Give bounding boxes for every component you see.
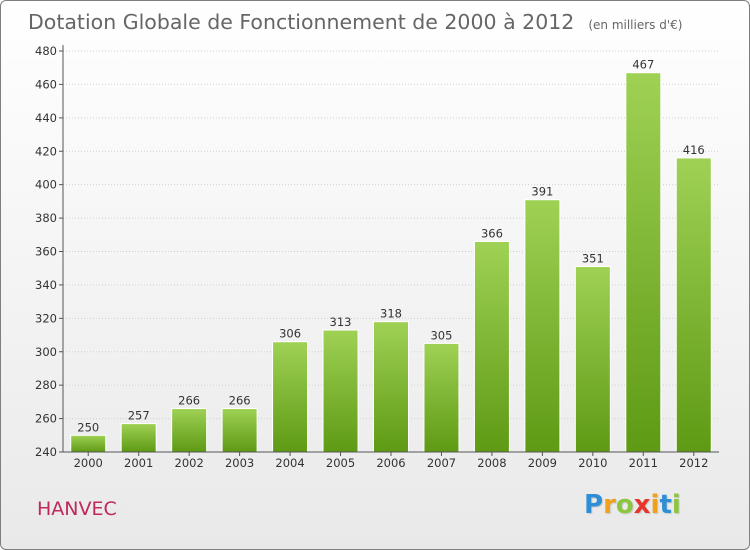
x-tick-label-2008: 2008 bbox=[477, 456, 506, 470]
commune-name: HANVEC bbox=[37, 498, 117, 520]
y-tick-label: 280 bbox=[35, 378, 57, 392]
logo-letter: P bbox=[584, 490, 604, 520]
logo-letter: i bbox=[671, 490, 681, 520]
bar-2007[interactable] bbox=[423, 342, 460, 453]
bar-2012[interactable] bbox=[675, 157, 712, 453]
bar-2003[interactable] bbox=[221, 408, 258, 453]
bar-2006[interactable] bbox=[373, 321, 409, 453]
y-tick-label: 240 bbox=[35, 445, 57, 459]
x-tick-label-2006: 2006 bbox=[376, 456, 405, 470]
data-label-2004: 306 bbox=[279, 327, 301, 341]
x-tick-label-2002: 2002 bbox=[175, 456, 204, 470]
y-tick-label: 400 bbox=[35, 178, 57, 192]
data-label-2000: 250 bbox=[77, 420, 99, 434]
bar-2005[interactable] bbox=[322, 329, 359, 453]
bar-2002[interactable] bbox=[171, 408, 208, 453]
logo-letter: t bbox=[659, 490, 672, 520]
chart-subtitle: (en milliers d'€) bbox=[588, 18, 683, 32]
bar-2008[interactable] bbox=[473, 240, 510, 453]
x-tick-label-2000: 2000 bbox=[74, 456, 103, 470]
bar-2010[interactable] bbox=[574, 266, 611, 453]
x-tick-label-2007: 2007 bbox=[427, 456, 456, 470]
bar-2000[interactable] bbox=[70, 434, 107, 453]
data-label-2001: 257 bbox=[128, 409, 150, 423]
bar-2001[interactable] bbox=[120, 423, 157, 453]
x-tick-label-2005: 2005 bbox=[326, 456, 355, 470]
bar-2011[interactable] bbox=[625, 72, 662, 453]
data-label-2008: 366 bbox=[481, 226, 503, 240]
x-tick-label-2012: 2012 bbox=[679, 456, 708, 470]
x-tick-label-2001: 2001 bbox=[124, 456, 153, 470]
proxiti-logo[interactable]: Proxiti bbox=[584, 490, 681, 520]
logo-letter: o bbox=[615, 490, 634, 520]
data-label-2006: 318 bbox=[380, 307, 402, 321]
bar-2009[interactable] bbox=[524, 199, 561, 453]
x-tick-label-2003: 2003 bbox=[225, 456, 254, 470]
logo-letter: x bbox=[633, 490, 651, 520]
x-tick-label-2010: 2010 bbox=[578, 456, 607, 470]
data-label-2011: 467 bbox=[632, 58, 654, 72]
bar-2004[interactable] bbox=[272, 341, 309, 453]
logo-letter: r bbox=[603, 490, 616, 520]
data-label-2005: 313 bbox=[330, 315, 352, 329]
y-tick-label: 480 bbox=[35, 44, 57, 58]
y-tick-label: 320 bbox=[35, 311, 57, 325]
y-tick-label: 440 bbox=[35, 111, 57, 125]
y-tick-label: 460 bbox=[35, 77, 57, 91]
data-label-2003: 266 bbox=[229, 394, 251, 408]
y-tick-label: 300 bbox=[35, 345, 57, 359]
y-tick-label: 260 bbox=[35, 412, 57, 426]
data-label-2007: 305 bbox=[430, 328, 452, 342]
y-tick-label: 360 bbox=[35, 245, 57, 259]
data-label-2012: 416 bbox=[683, 143, 705, 157]
chart-title-text: Dotation Globale de Fonctionnement de 20… bbox=[28, 10, 575, 34]
data-label-2009: 391 bbox=[531, 185, 553, 199]
chart-title: Dotation Globale de Fonctionnement de 20… bbox=[28, 10, 682, 34]
x-tick-label-2004: 2004 bbox=[275, 456, 304, 470]
x-tick-label-2011: 2011 bbox=[629, 456, 658, 470]
data-label-2002: 266 bbox=[178, 394, 200, 408]
y-tick-label: 380 bbox=[35, 211, 57, 225]
y-tick-label: 340 bbox=[35, 278, 57, 292]
data-label-2010: 351 bbox=[582, 252, 604, 266]
y-tick-label: 420 bbox=[35, 144, 57, 158]
x-tick-label-2009: 2009 bbox=[528, 456, 557, 470]
logo-letter: i bbox=[650, 490, 660, 520]
